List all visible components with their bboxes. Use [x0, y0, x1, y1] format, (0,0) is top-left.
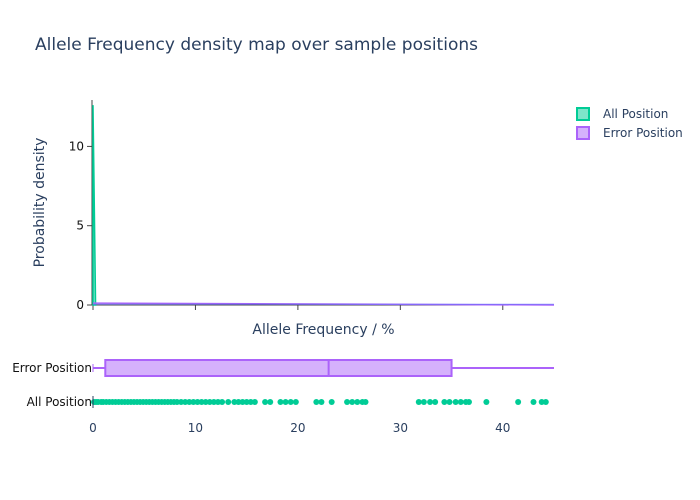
rug-point — [328, 399, 335, 405]
rug-point — [267, 399, 274, 405]
x-tick-label: 10 — [188, 421, 203, 435]
legend-label: Error Position — [603, 126, 683, 140]
legend[interactable]: All Position Error Position — [576, 107, 683, 140]
rug-point — [318, 399, 325, 405]
density-all-position — [92, 105, 97, 306]
rug-point — [251, 399, 258, 405]
rug-point — [457, 399, 464, 405]
box-category-label: Error Position — [12, 361, 92, 375]
rug-point — [427, 399, 434, 405]
legend-label: All Position — [603, 107, 668, 121]
box-category-labels: Error Position All Position — [12, 361, 92, 409]
y-axis-label: Probability density — [32, 138, 48, 268]
legend-item[interactable]: All Position — [576, 107, 668, 121]
rug-point — [354, 399, 361, 405]
density-plot: 0 5 10 Probability density Allele Frequenc… — [32, 100, 555, 338]
x-ticks-box: 0 10 20 30 40 — [89, 421, 510, 435]
rug-point — [465, 399, 472, 405]
rug-point — [452, 399, 459, 405]
rug-point — [515, 399, 522, 405]
rug-point — [415, 399, 422, 405]
all-position-rug — [91, 396, 549, 408]
y-tick-label: 10 — [69, 139, 84, 153]
rug-point — [277, 399, 284, 405]
box-category-label: All Position — [27, 395, 92, 409]
box-rug-plot: Error Position All Position 0 10 20 30 40 — [12, 359, 554, 435]
rug-point — [344, 399, 351, 405]
box-iqr — [104, 359, 453, 377]
y-ticks: 0 5 10 — [69, 139, 92, 312]
rug-point — [292, 399, 299, 405]
rug-point — [542, 399, 549, 405]
y-tick-label: 0 — [76, 298, 84, 312]
x-axis-label: Allele Frequency / % — [252, 322, 394, 338]
chart-title: Allele Frequency density map over sample… — [35, 35, 478, 55]
x-tick-label: 20 — [290, 421, 305, 435]
legend-swatch — [576, 107, 590, 121]
legend-item[interactable]: Error Position — [576, 126, 683, 140]
rug-point — [219, 399, 226, 405]
rug-point — [349, 399, 356, 405]
rug-point — [282, 399, 289, 405]
rug-point — [420, 399, 427, 405]
rug-point — [287, 399, 294, 405]
rug-point — [530, 399, 537, 405]
rug-point — [262, 399, 269, 405]
x-tick-label: 40 — [495, 421, 510, 435]
rug-point — [483, 399, 490, 405]
y-tick-label: 5 — [76, 219, 84, 233]
x-ticks-main — [92, 304, 554, 310]
rug-point — [446, 399, 453, 405]
x-tick-label: 0 — [89, 421, 97, 435]
legend-swatch — [576, 126, 590, 140]
x-tick-label: 30 — [393, 421, 408, 435]
density-series — [92, 105, 555, 306]
rug-point — [441, 399, 448, 405]
rug-point — [432, 399, 439, 405]
rug-point — [225, 399, 232, 405]
rug-point — [362, 399, 369, 405]
error-position-box — [92, 359, 554, 377]
rug-point — [313, 399, 320, 405]
